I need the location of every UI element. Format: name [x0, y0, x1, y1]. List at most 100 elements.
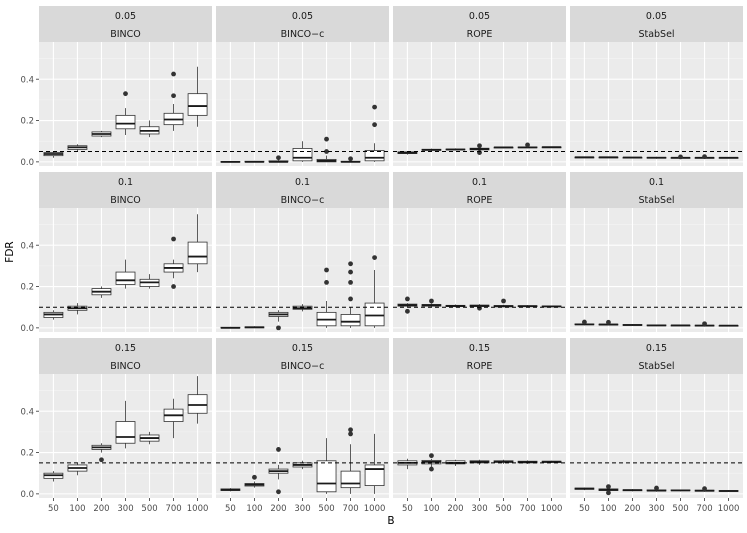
x-tick-label: 1000 [718, 504, 740, 514]
box-200 [445, 148, 466, 151]
facet-panel-1-2: 0.1 ROPE [393, 172, 566, 332]
box-200 [268, 447, 289, 495]
box-iqr [340, 470, 361, 489]
box-1000 [187, 66, 208, 127]
box-300 [646, 324, 667, 327]
strip-label-method: BINCO−c [281, 29, 325, 40]
strip-label-alpha: 0.15 [646, 343, 667, 354]
box-700 [163, 71, 184, 131]
strip-background [570, 338, 743, 374]
box-100 [421, 298, 442, 308]
facet-panel-0-2: 0.05 ROPE [393, 6, 566, 166]
x-tick-label: 50 [48, 504, 59, 514]
outlier-point [405, 308, 410, 314]
box-1000 [364, 104, 385, 162]
strip-label-alpha: 0.05 [469, 11, 490, 22]
outlier-point [606, 490, 611, 496]
box-1000 [718, 324, 739, 327]
box-500 [493, 459, 514, 464]
x-tick-label: 1000 [364, 504, 386, 514]
box-100 [244, 326, 265, 329]
box-iqr [115, 114, 136, 130]
box-300 [115, 91, 136, 135]
box-1000 [364, 433, 385, 494]
x-tick-label: 100 [246, 504, 262, 514]
strip-label-method: ROPE [467, 195, 493, 206]
box-iqr [187, 241, 208, 265]
box-300 [646, 156, 667, 159]
outlier-point [525, 142, 530, 148]
box-200 [445, 304, 466, 308]
outlier-point [348, 427, 353, 433]
strip-label-method: ROPE [467, 361, 493, 372]
box-200 [91, 443, 112, 463]
x-tick-label: 200 [93, 504, 109, 514]
box-iqr [292, 148, 313, 162]
outlier-point [171, 284, 176, 289]
outlier-point [348, 296, 353, 302]
facet-panel-1-1: 0.1 BINCO−c [216, 172, 389, 332]
x-tick-label: 1000 [541, 504, 563, 514]
outlier-point [654, 485, 659, 491]
y-tick-label: 0.4 [20, 407, 34, 417]
box-500 [493, 298, 514, 308]
box-500 [316, 438, 337, 494]
strip-label-method: BINCO−c [281, 195, 325, 206]
facet-panel-2-3: 0.15 StabSel [570, 338, 743, 498]
box-100 [244, 160, 265, 163]
box-700 [340, 156, 361, 163]
box-iqr [364, 150, 385, 162]
box-1000 [541, 146, 562, 149]
strip-label-method: StabSel [638, 29, 674, 40]
outlier-point [171, 236, 176, 242]
outlier-point [348, 269, 353, 275]
y-tick-label: 0.2 [20, 449, 34, 459]
x-tick-label: 300 [294, 504, 310, 514]
strip-label-alpha: 0.1 [649, 177, 664, 188]
box-500 [670, 154, 691, 160]
box-500 [139, 120, 160, 138]
outlier-point [324, 267, 329, 273]
outlier-point [252, 474, 257, 480]
outlier-point [405, 296, 410, 302]
outlier-point [348, 156, 353, 162]
x-tick-label: 500 [318, 504, 334, 514]
outlier-point [348, 280, 353, 285]
box-700 [340, 261, 361, 328]
box-500 [139, 431, 160, 445]
y-tick-label: 0.4 [20, 75, 34, 85]
outlier-point [582, 319, 587, 325]
x-tick-label: 300 [648, 504, 664, 514]
box-1000 [364, 255, 385, 328]
strip-label-method: ROPE [467, 29, 493, 40]
x-tick-label: 50 [225, 504, 236, 514]
outlier-point [324, 136, 329, 142]
strip-background [570, 172, 743, 208]
strip-label-method: StabSel [638, 361, 674, 372]
box-iqr [187, 93, 208, 116]
y-tick-label: 0.0 [20, 158, 34, 168]
box-100 [598, 319, 619, 326]
x-axis-title: B [387, 515, 394, 527]
facet-panel-2-0: 0.15 BINCO [39, 338, 212, 498]
box-50 [574, 319, 595, 326]
box-1000 [541, 460, 562, 463]
box-100 [421, 148, 442, 152]
strip-label-alpha: 0.15 [115, 343, 136, 354]
outlier-point [348, 431, 353, 437]
strip-label-method: BINCO [110, 361, 141, 372]
box-300 [292, 304, 313, 312]
outlier-point [429, 453, 434, 459]
outlier-point [324, 280, 329, 285]
strip-label-alpha: 0.1 [118, 177, 133, 188]
box-50 [43, 471, 64, 482]
strip-label-method: BINCO−c [281, 361, 325, 372]
strip-background [39, 172, 212, 208]
box-1000 [187, 214, 208, 273]
box-700 [163, 236, 184, 289]
outlier-point [477, 305, 482, 311]
outlier-point [702, 486, 707, 492]
box-100 [598, 156, 619, 159]
